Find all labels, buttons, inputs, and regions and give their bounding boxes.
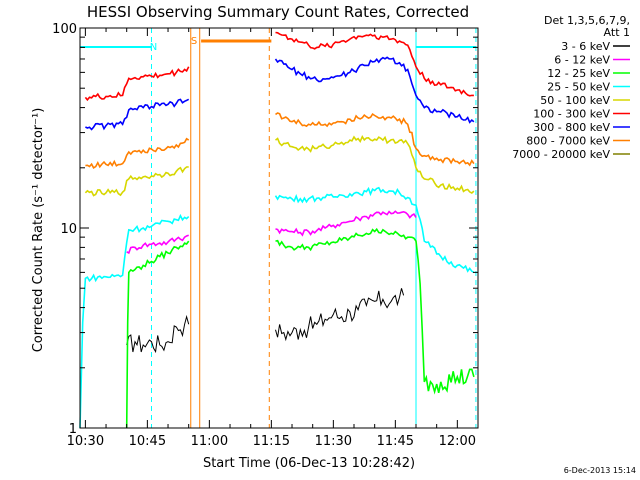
legend-header-line: Att 1 [604,26,630,39]
legend-entry-label: 6 - 12 keV [554,54,610,67]
legend-entry-label: 3 - 6 keV [561,40,610,53]
series-line-800to7000keV [85,137,190,170]
series-line-50to100keV [275,135,475,194]
y-tick-label: 1 [69,422,77,437]
x-tick-label: 11:30 [315,434,352,449]
x-tick-label: 10:45 [129,434,166,449]
series-line-12to25keV [275,227,475,395]
y-axis-label: Corrected Count Rate (s⁻¹ detector⁻¹) [31,108,46,353]
x-tick-label: 11:00 [191,434,228,449]
series-line-3to6keV [275,288,405,342]
series-line-800to7000keV [275,112,475,167]
series-line-300to800keV [85,98,190,131]
series-line-3to6keV [126,314,190,354]
x-tick-label: 11:45 [377,434,414,449]
x-tick-label: 10:30 [67,434,104,449]
date-stamp: 6-Dec-2013 15:14 [564,466,636,475]
legend-header-line: Det 1,3,5,6,7,9, [544,14,630,27]
legend-entry-label: 12 - 25 keV [547,67,610,80]
legend-entry-label: 100 - 300 keV [533,108,610,121]
x-tick-label: 11:15 [253,434,290,449]
flag-label-s: S [191,36,197,47]
series-line-100to300keV [84,66,190,102]
legend-entry-label: 800 - 7000 keV [526,135,610,148]
series-line-6to12keV [126,234,189,255]
y-tick-label: 100 [52,22,77,37]
series-line-50to100keV [84,166,189,197]
legend-entry-label: 7000 - 20000 keV [512,148,610,161]
series-line-25to50keV [274,186,475,274]
series-line-300to800keV [274,56,475,124]
series-line-12to25keV [125,240,190,429]
series-line-6to12keV [275,210,417,237]
chart-title: HESSI Observing Summary Count Rates, Cor… [87,3,469,21]
flag-label-n: N [150,42,157,53]
series-line-25to50keV [79,213,190,429]
series-line-100to300keV [275,31,474,97]
legend-entry-label: 50 - 100 keV [540,94,610,107]
x-axis-label: Start Time (06-Dec-13 10:28:42) [203,456,415,471]
y-tick-label: 10 [60,222,77,237]
x-tick-label: 12:00 [439,434,476,449]
legend-entry-label: 25 - 50 keV [547,81,610,94]
plot-frame [79,27,479,429]
legend-entry-label: 300 - 800 keV [533,121,610,134]
